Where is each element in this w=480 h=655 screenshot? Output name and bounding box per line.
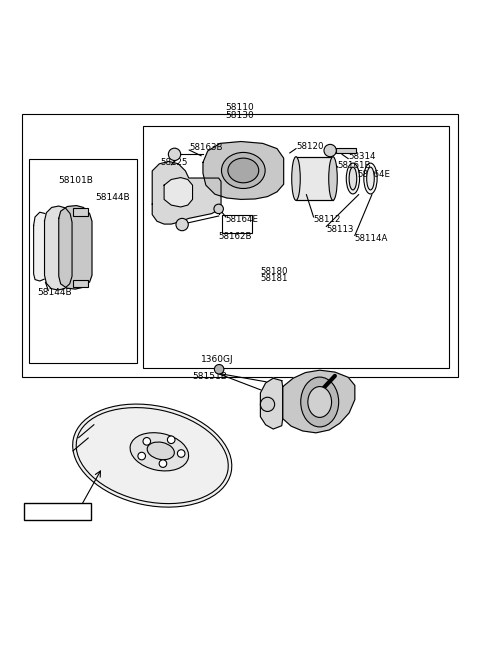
Text: 58125: 58125: [160, 158, 188, 167]
Bar: [222, 215, 252, 233]
Polygon shape: [164, 178, 192, 207]
Bar: [29, 159, 137, 363]
Text: 58161B: 58161B: [338, 160, 371, 170]
Polygon shape: [59, 206, 92, 289]
Text: 58101B: 58101B: [59, 176, 94, 185]
Bar: [336, 147, 356, 153]
Circle shape: [168, 148, 180, 160]
Text: 58164E: 58164E: [226, 215, 259, 224]
Circle shape: [138, 452, 145, 460]
Ellipse shape: [308, 386, 332, 417]
FancyBboxPatch shape: [24, 503, 91, 520]
Bar: [143, 126, 449, 368]
Text: 58162B: 58162B: [218, 232, 252, 241]
Bar: [73, 280, 88, 287]
Bar: [22, 114, 458, 377]
Ellipse shape: [72, 404, 232, 507]
Polygon shape: [261, 379, 283, 429]
Ellipse shape: [349, 167, 357, 190]
Polygon shape: [34, 212, 48, 281]
Text: 58144B: 58144B: [96, 193, 130, 202]
Circle shape: [159, 460, 167, 468]
Circle shape: [143, 438, 151, 445]
Bar: [73, 208, 88, 216]
Circle shape: [215, 364, 224, 374]
Text: 58110: 58110: [226, 103, 254, 112]
Circle shape: [178, 450, 185, 457]
Circle shape: [168, 436, 175, 443]
Text: REF.50-517: REF.50-517: [31, 507, 84, 516]
Polygon shape: [45, 206, 72, 290]
Bar: [296, 157, 333, 200]
Text: 58314: 58314: [348, 152, 376, 161]
Ellipse shape: [147, 442, 174, 460]
Text: 58144B: 58144B: [37, 288, 72, 297]
Text: 58164E: 58164E: [358, 170, 391, 179]
Circle shape: [214, 204, 223, 214]
Ellipse shape: [346, 163, 360, 194]
Ellipse shape: [364, 163, 377, 194]
Ellipse shape: [221, 153, 265, 189]
Circle shape: [261, 397, 275, 411]
Text: 58112: 58112: [313, 215, 341, 224]
Ellipse shape: [367, 167, 374, 190]
Ellipse shape: [301, 377, 339, 427]
Ellipse shape: [292, 157, 300, 200]
Text: 58180: 58180: [261, 267, 288, 276]
Circle shape: [176, 218, 188, 231]
Text: 58113: 58113: [326, 225, 354, 234]
Ellipse shape: [130, 433, 189, 471]
Text: 58151B: 58151B: [192, 372, 228, 381]
Text: 58114A: 58114A: [355, 234, 388, 243]
Text: 1360GJ: 1360GJ: [201, 355, 234, 364]
Polygon shape: [152, 161, 221, 224]
Ellipse shape: [329, 157, 337, 200]
Text: 58163B: 58163B: [189, 143, 223, 152]
Text: 58130: 58130: [226, 111, 254, 121]
Text: 58181: 58181: [261, 274, 288, 283]
Ellipse shape: [228, 158, 259, 183]
Circle shape: [324, 144, 336, 157]
Polygon shape: [283, 370, 355, 433]
Polygon shape: [203, 141, 284, 199]
Text: 58120: 58120: [296, 141, 324, 151]
